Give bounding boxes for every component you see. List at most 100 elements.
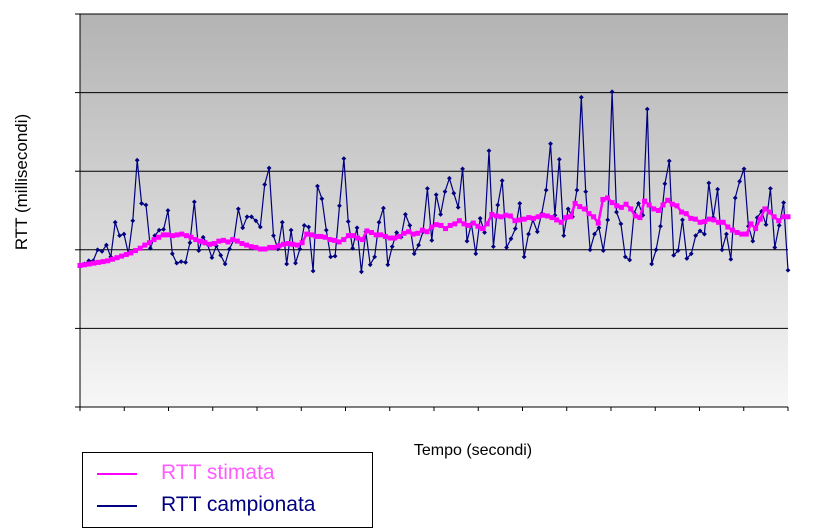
data-point-rtt-campionata — [697, 228, 703, 234]
data-point-rtt-campionata — [178, 259, 184, 264]
data-point-rtt-campionata — [741, 166, 747, 172]
data-point-rtt-stimata — [540, 212, 546, 218]
data-point-rtt-campionata — [209, 255, 215, 261]
data-point-rtt-stimata — [757, 216, 763, 222]
data-point-rtt-stimata — [119, 253, 125, 259]
data-point-rtt-stimata — [692, 216, 698, 222]
data-point-rtt-campionata — [341, 156, 347, 162]
data-point-rtt-stimata — [96, 259, 102, 265]
data-point-rtt-campionata — [354, 225, 360, 231]
series-layer — [77, 89, 791, 275]
data-point-rtt-campionata — [614, 209, 619, 215]
data-point-rtt-campionata — [372, 254, 378, 260]
data-point-rtt-stimata — [313, 233, 319, 239]
data-point-rtt-campionata — [389, 244, 395, 250]
series-rtt-campionata — [77, 89, 791, 275]
x-axis-label: Tempo (secondi) — [414, 442, 532, 459]
data-point-rtt-stimata — [595, 220, 601, 226]
data-point-rtt-stimata — [660, 202, 666, 208]
data-point-rtt-campionata — [416, 242, 422, 248]
data-point-rtt-campionata — [293, 260, 298, 266]
data-point-rtt-campionata — [147, 245, 153, 251]
legend-swatch-rtt-stimata — [97, 473, 137, 475]
data-point-rtt-stimata — [77, 263, 83, 269]
data-point-rtt-campionata — [772, 245, 778, 250]
data-point-rtt-stimata — [142, 242, 148, 248]
data-point-rtt-campionata — [732, 195, 738, 201]
data-point-rtt-campionata — [702, 231, 707, 237]
data-point-rtt-campionata — [169, 251, 175, 257]
data-point-rtt-campionata — [429, 237, 435, 243]
data-point-rtt-stimata — [739, 231, 745, 237]
data-point-rtt-stimata — [382, 233, 388, 239]
data-point-rtt-stimata — [253, 244, 259, 250]
data-point-rtt-stimata — [466, 222, 472, 228]
data-point-rtt-campionata — [451, 190, 457, 196]
data-point-rtt-campionata — [455, 204, 461, 210]
legend-item-rtt-campionata: RTT campionata — [83, 491, 372, 521]
data-point-rtt-stimata — [591, 214, 597, 220]
data-point-rtt-stimata — [493, 213, 499, 219]
data-point-rtt-campionata — [671, 252, 677, 258]
data-point-rtt-stimata — [461, 221, 467, 227]
data-point-rtt-campionata — [618, 221, 624, 227]
data-point-rtt-stimata — [530, 215, 536, 221]
data-point-rtt-campionata — [345, 219, 351, 224]
data-point-rtt-stimata — [225, 239, 231, 245]
data-point-rtt-campionata — [350, 245, 356, 251]
data-point-rtt-stimata — [470, 220, 476, 226]
data-point-rtt-stimata — [563, 215, 569, 221]
data-point-rtt-stimata — [322, 234, 328, 240]
data-point-rtt-campionata — [403, 212, 408, 217]
data-point-rtt-campionata — [394, 230, 400, 235]
data-point-rtt-stimata — [114, 255, 120, 261]
data-point-rtt-stimata — [197, 238, 203, 244]
data-point-rtt-campionata — [200, 234, 206, 240]
data-point-rtt-campionata — [653, 247, 659, 253]
data-point-rtt-stimata — [336, 239, 342, 245]
data-point-rtt-stimata — [780, 214, 786, 220]
data-point-rtt-campionata — [262, 182, 268, 187]
data-point-rtt-stimata — [785, 214, 791, 220]
data-point-rtt-stimata — [146, 240, 152, 246]
data-point-rtt-stimata — [387, 235, 393, 241]
data-point-rtt-campionata — [332, 253, 338, 259]
data-point-rtt-campionata — [438, 212, 443, 217]
data-point-rtt-stimata — [558, 219, 564, 225]
data-point-rtt-campionata — [288, 227, 294, 233]
data-point-rtt-stimata — [720, 219, 726, 225]
data-point-rtt-stimata — [753, 226, 759, 232]
data-point-rtt-stimata — [716, 219, 722, 225]
data-point-rtt-campionata — [266, 165, 272, 171]
data-point-rtt-stimata — [586, 211, 592, 217]
data-point-rtt-stimata — [503, 212, 509, 218]
data-point-rtt-campionata — [152, 233, 158, 239]
data-point-rtt-stimata — [299, 240, 305, 246]
data-point-rtt-stimata — [517, 217, 523, 223]
data-point-rtt-stimata — [475, 223, 481, 229]
data-point-rtt-campionata — [134, 157, 140, 163]
data-point-rtt-campionata — [482, 230, 487, 235]
data-point-rtt-campionata — [622, 254, 628, 260]
data-point-rtt-campionata — [680, 217, 685, 223]
data-point-rtt-stimata — [239, 241, 245, 247]
data-point-rtt-stimata — [207, 241, 213, 247]
data-point-rtt-stimata — [378, 232, 384, 238]
data-point-rtt-stimata — [133, 248, 139, 254]
data-point-rtt-campionata — [490, 244, 496, 250]
data-point-rtt-campionata — [719, 247, 725, 253]
data-point-rtt-campionata — [605, 217, 611, 223]
data-point-rtt-campionata — [512, 226, 518, 231]
data-point-rtt-stimata — [572, 200, 578, 206]
data-point-rtt-stimata — [568, 214, 574, 220]
data-point-rtt-stimata — [535, 214, 541, 220]
data-point-rtt-stimata — [429, 224, 435, 230]
data-point-rtt-stimata — [771, 214, 777, 220]
data-point-rtt-stimata — [507, 213, 513, 219]
data-point-rtt-stimata — [424, 229, 430, 235]
legend: RTT stimata RTT campionata — [82, 452, 373, 528]
data-point-rtt-campionata — [191, 199, 197, 205]
data-point-rtt-stimata — [614, 203, 620, 209]
data-point-rtt-campionata — [249, 214, 254, 220]
data-point-rtt-stimata — [128, 250, 134, 256]
